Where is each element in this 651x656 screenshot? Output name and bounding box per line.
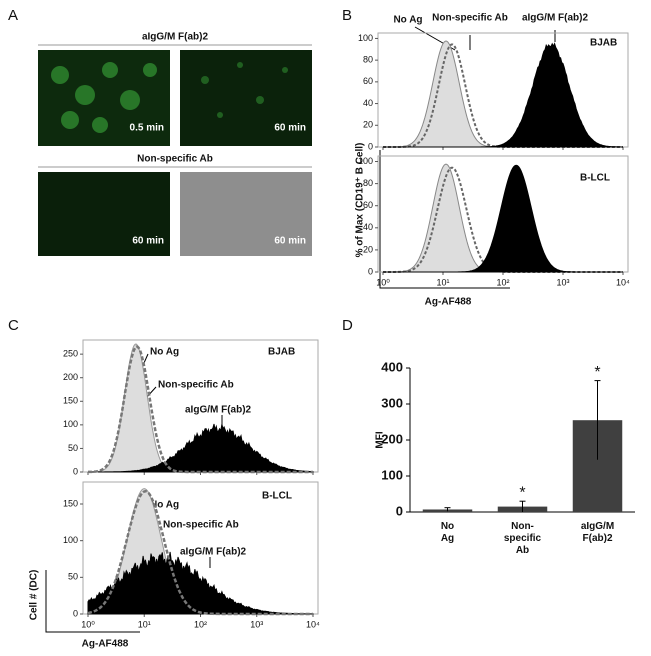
cell-signal xyxy=(201,62,288,118)
y-tick-label: 300 xyxy=(381,395,403,410)
histogram-no-ag xyxy=(383,40,623,148)
y-tick-label: 100 xyxy=(63,419,78,429)
y-tick-label: 100 xyxy=(381,467,403,482)
curve-label: Non-specific Ab xyxy=(158,380,234,391)
y-tick-label: 100 xyxy=(358,33,373,43)
x-tick-label: 10⁰ xyxy=(81,619,95,629)
y-tick-label: 100 xyxy=(358,156,373,166)
significance: * xyxy=(519,484,525,501)
x-tick-label: 10² xyxy=(496,277,509,287)
x-tick-label: 10¹ xyxy=(138,619,151,629)
histogram-nonspecific xyxy=(88,345,313,474)
histogram-aigg xyxy=(383,42,623,148)
time-label: 60 min xyxy=(274,236,306,247)
y-tick-label: 100 xyxy=(63,535,78,545)
y-tick-label: 0 xyxy=(368,266,373,276)
micrograph xyxy=(38,172,170,256)
cell-label: BJAB xyxy=(590,38,617,49)
curve-label: aIgG/M F(ab)2 xyxy=(185,405,252,416)
x-tick-label: 10⁴ xyxy=(306,619,320,629)
micrograph xyxy=(180,172,312,256)
curve-label: aIgG/M F(ab)2 xyxy=(180,547,247,558)
x-tick-label: 10³ xyxy=(556,277,569,287)
x-axis-label: Ag-AF488 xyxy=(82,639,129,650)
curve-label: No Ag xyxy=(393,15,422,26)
curve-label: aIgG/M F(ab)2 xyxy=(522,13,589,24)
significance: * xyxy=(594,364,600,381)
y-tick-label: 40 xyxy=(363,222,373,232)
y-tick-label: 20 xyxy=(363,244,373,254)
histogram-nonspecific xyxy=(383,43,623,148)
curve-label: Non-specific Ab xyxy=(432,13,508,24)
x-axis-label: Ag-AF488 xyxy=(425,297,472,308)
panel-label: A xyxy=(8,7,18,24)
panel-a-title: Non-specific Ab xyxy=(137,154,213,165)
panel-label: B xyxy=(342,7,352,24)
time-label: 60 min xyxy=(274,123,306,134)
y-axis-label: Cell # (DC) xyxy=(29,570,40,621)
micrograph xyxy=(180,50,312,146)
y-tick-label: 60 xyxy=(363,76,373,86)
curve-label: No Ag xyxy=(150,500,179,511)
panel-label: C xyxy=(8,317,19,334)
y-tick-label: 50 xyxy=(68,572,78,582)
x-tick-label: Non-specific Ab xyxy=(504,521,542,556)
time-label: 0.5 min xyxy=(130,123,164,134)
y-tick-label: 20 xyxy=(363,120,373,130)
plot-frame xyxy=(377,32,629,148)
y-tick-label: 60 xyxy=(363,200,373,210)
x-tick-label: aIgG/M F(ab)2 xyxy=(581,521,614,544)
x-tick-label: 10⁴ xyxy=(616,277,630,287)
y-tick-label: 150 xyxy=(63,498,78,508)
y-tick-label: 0 xyxy=(368,141,373,151)
time-label: 60 min xyxy=(132,236,164,247)
curve-label: Non-specific Ab xyxy=(163,520,239,531)
histogram-aigg xyxy=(88,423,314,473)
y-axis-label: % of Max (CD19⁺ B Cell) xyxy=(355,143,366,258)
cell-signal xyxy=(51,62,157,133)
x-tick-label: 10² xyxy=(194,619,207,629)
panel-label: D xyxy=(342,317,353,334)
x-tick-label: 10⁰ xyxy=(376,277,390,287)
x-tick-label: 10¹ xyxy=(436,277,449,287)
y-tick-label: 150 xyxy=(63,396,78,406)
y-tick-label: 40 xyxy=(363,98,373,108)
y-tick-label: 80 xyxy=(363,178,373,188)
x-tick-label: No Ag xyxy=(441,521,454,544)
y-tick-label: 50 xyxy=(68,443,78,453)
y-tick-label: 400 xyxy=(381,359,403,374)
y-tick-label: 80 xyxy=(363,55,373,65)
curve-label: No Ag xyxy=(150,347,179,358)
y-tick-label: 0 xyxy=(396,503,403,518)
cell-label: BJAB xyxy=(268,347,295,358)
histogram-nonspecific xyxy=(87,489,313,616)
panel-a-title: aIgG/M F(ab)2 xyxy=(142,32,209,43)
cell-label: B-LCL xyxy=(580,173,610,184)
y-tick-label: 0 xyxy=(73,466,78,476)
y-tick-label: 250 xyxy=(63,349,78,359)
cell-label: B-LCL xyxy=(262,491,292,502)
histogram-aigg xyxy=(383,164,623,273)
y-tick-label: 0 xyxy=(73,608,78,618)
y-tick-label: 200 xyxy=(381,431,403,446)
y-tick-label: 200 xyxy=(63,372,78,382)
x-tick-label: 10³ xyxy=(250,619,263,629)
y-axis-label: MFI xyxy=(375,431,386,448)
